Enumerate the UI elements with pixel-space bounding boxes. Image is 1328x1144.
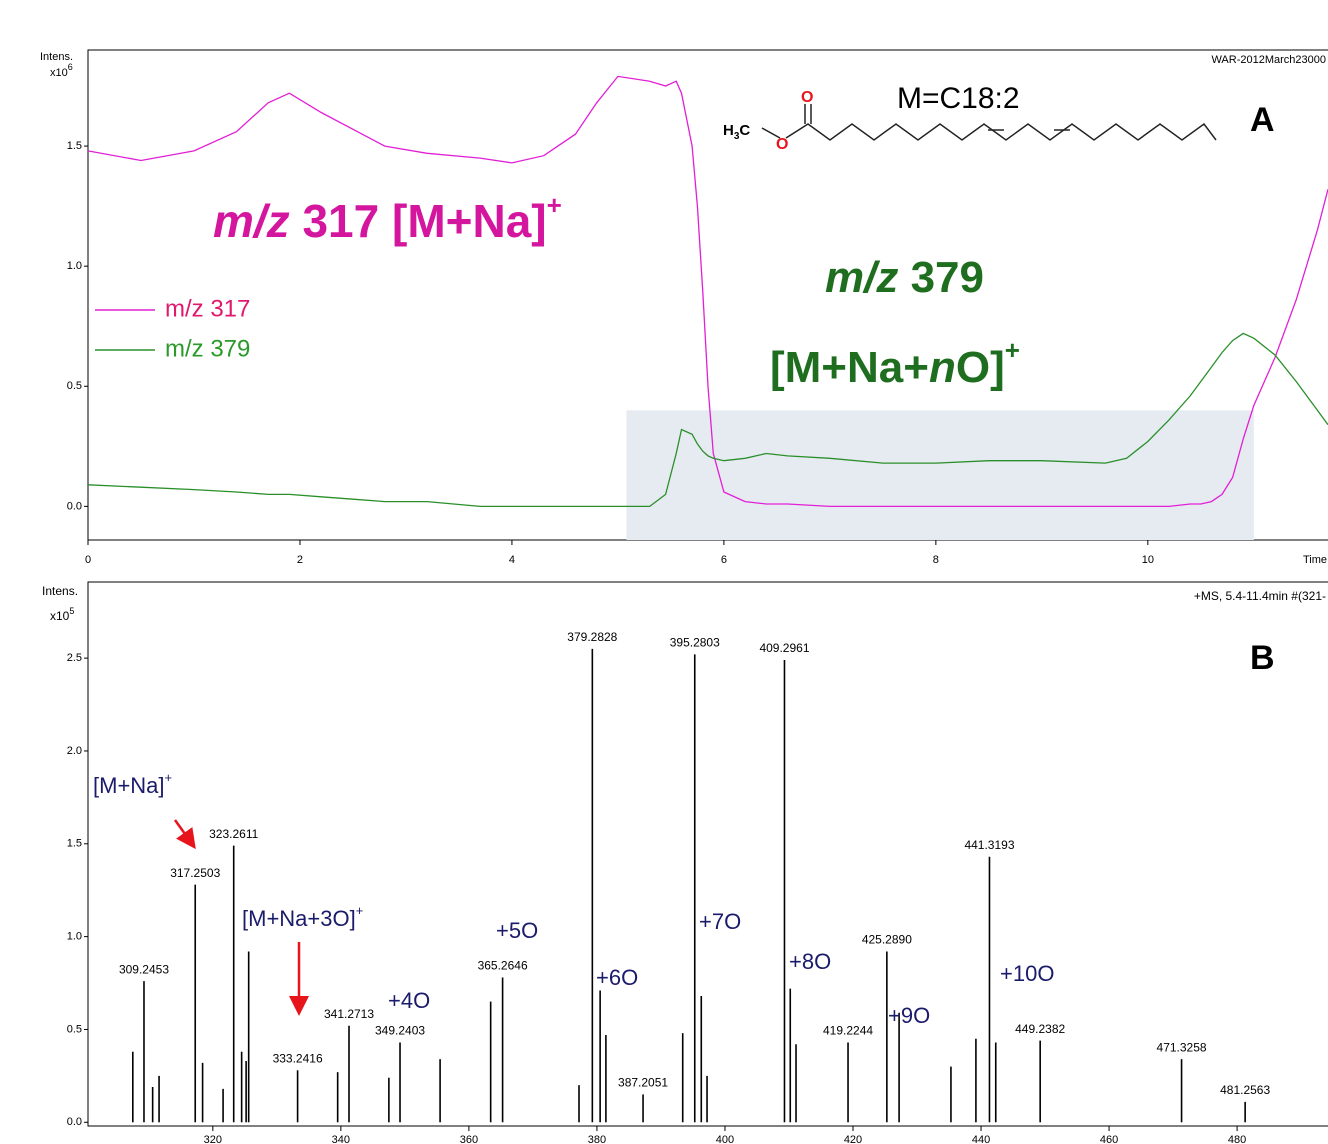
peak-label: 333.2416 (273, 1051, 323, 1065)
peak-label: 481.2563 (1220, 1083, 1270, 1097)
ann-part: 379 (898, 253, 984, 302)
ann-part: O] (956, 343, 1005, 392)
y-axis-label: Intens. (40, 51, 73, 63)
peak-label: 441.3193 (964, 838, 1014, 852)
ann-sup: + (547, 190, 562, 220)
y-axis-label: Intens. (42, 584, 78, 598)
peak-label: 309.2453 (119, 962, 169, 976)
ann-part: m/z (825, 253, 898, 302)
annotation: [M+Na]+ (93, 770, 172, 797)
y-axis-unit: x106 (50, 62, 73, 79)
ann-part: n (929, 343, 956, 392)
y-tick-label: 1.0 (67, 260, 82, 272)
annotation: m/z 317 [M+Na]+ (213, 190, 562, 247)
highlight (626, 410, 1254, 540)
ann-part: [M+Na] (93, 773, 165, 798)
annotation: +10O (1000, 961, 1054, 986)
annotation: +6O (596, 965, 638, 990)
y-tick-label: 1.5 (67, 838, 82, 850)
ann-sup: + (165, 770, 173, 785)
x-axis-label: Time (1303, 554, 1327, 566)
y-tick-label: 0.0 (67, 1116, 82, 1128)
peak-label: 449.2382 (1015, 1022, 1065, 1036)
x-tick-label: 440 (972, 1134, 990, 1144)
ann-sup: + (356, 903, 364, 918)
x-tick-label: 400 (716, 1134, 734, 1144)
x-tick-label: 4 (509, 554, 515, 566)
annotation: +5O (496, 918, 538, 943)
unit-exp: 6 (68, 62, 73, 72)
peak-label: 323.2611 (209, 827, 258, 841)
x-tick-label: 360 (460, 1134, 478, 1144)
panel-label: B (1250, 639, 1275, 677)
arrow (173, 819, 196, 850)
ann-part: 317 [M+Na] (290, 195, 547, 247)
peak-label: 379.2828 (567, 630, 617, 644)
formula: M=C18:2 (897, 82, 1020, 115)
y-axis-unit: x105 (50, 606, 74, 623)
y-tick-label: 0.5 (67, 380, 82, 392)
y-tick-label: 0.0 (67, 500, 82, 512)
x-tick-label: 420 (844, 1134, 862, 1144)
x-tick-label: 10 (1142, 554, 1154, 566)
atom-sub: 3 (734, 131, 740, 142)
x-tick-label: 2 (297, 554, 303, 566)
peak-label: 365.2646 (478, 959, 528, 973)
annotation: +9O (888, 1003, 930, 1028)
molecule (761, 104, 1217, 141)
atom: C (739, 122, 750, 139)
annotation: [M+Na+nO]+ (770, 335, 1020, 392)
peak-label: 341.2713 (324, 1007, 374, 1021)
series-line (87, 332, 1328, 508)
annotation: +4O (388, 988, 430, 1013)
y-tick-label: 1.5 (67, 140, 82, 152)
peak-label: 471.3258 (1157, 1040, 1207, 1054)
ann-part: [M+Na+ (770, 343, 929, 392)
oxygen: O (801, 89, 813, 106)
legend-label: m/z 317 (165, 295, 250, 322)
unit-exp: 5 (69, 606, 74, 616)
peak-label: 425.2890 (862, 933, 912, 947)
header: +MS, 5.4-11.4min #(321- (1194, 589, 1326, 603)
axis-frame (87, 581, 1328, 1127)
peak-label: 387.2051 (618, 1076, 668, 1090)
peak-label: 409.2961 (759, 641, 809, 655)
x-tick-label: 0 (85, 554, 91, 566)
peak-label: 419.2244 (823, 1024, 873, 1038)
y-tick-label: 2.0 (67, 745, 82, 757)
annotation: m/z 379 (825, 253, 984, 302)
annotation: +8O (789, 949, 831, 974)
oxygen: O (776, 136, 788, 153)
y-tick-label: 1.0 (67, 931, 82, 943)
x-tick-label: 320 (204, 1134, 222, 1144)
x-tick-label: 8 (933, 554, 939, 566)
header: WAR-2012March23000 (1211, 54, 1326, 66)
panel-b: 0.0 0.5 1.0 1.5 2.0 2.5 320 340 360 380 400 420 440 4… (67, 581, 1328, 1144)
x-tick-label: 480 (1228, 1134, 1246, 1144)
panel-label: A (1250, 101, 1275, 139)
unit: x10 (50, 609, 70, 623)
ann-part: [M+Na+3O] (242, 906, 356, 931)
atom: H (723, 122, 734, 139)
annotation: +7O (699, 909, 741, 934)
y-tick-label: 2.5 (67, 652, 82, 664)
series-line (87, 75, 1328, 508)
peak-label: 395.2803 (670, 636, 720, 650)
ann-part: m/z (213, 195, 290, 247)
panel-a: 0.0 0.5 1.0 1.5 0 2 4 6 8 10 m/z 317 m/z 379 (67, 49, 1328, 566)
x-tick-label: 380 (588, 1134, 606, 1144)
y-tick-label: 0.5 (67, 1023, 82, 1035)
methyl: H3C (723, 122, 750, 142)
x-tick-label: 6 (721, 554, 727, 566)
x-tick-label: 340 (332, 1134, 350, 1144)
peak-label: 317.2503 (170, 866, 220, 880)
annotation: [M+Na+3O]+ (242, 903, 363, 930)
peak-label: 349.2403 (375, 1024, 425, 1038)
ann-sup: + (1005, 335, 1020, 365)
legend-label: m/z 379 (165, 335, 250, 362)
unit: x10 (50, 67, 68, 79)
x-tick-label: 460 (1100, 1134, 1118, 1144)
